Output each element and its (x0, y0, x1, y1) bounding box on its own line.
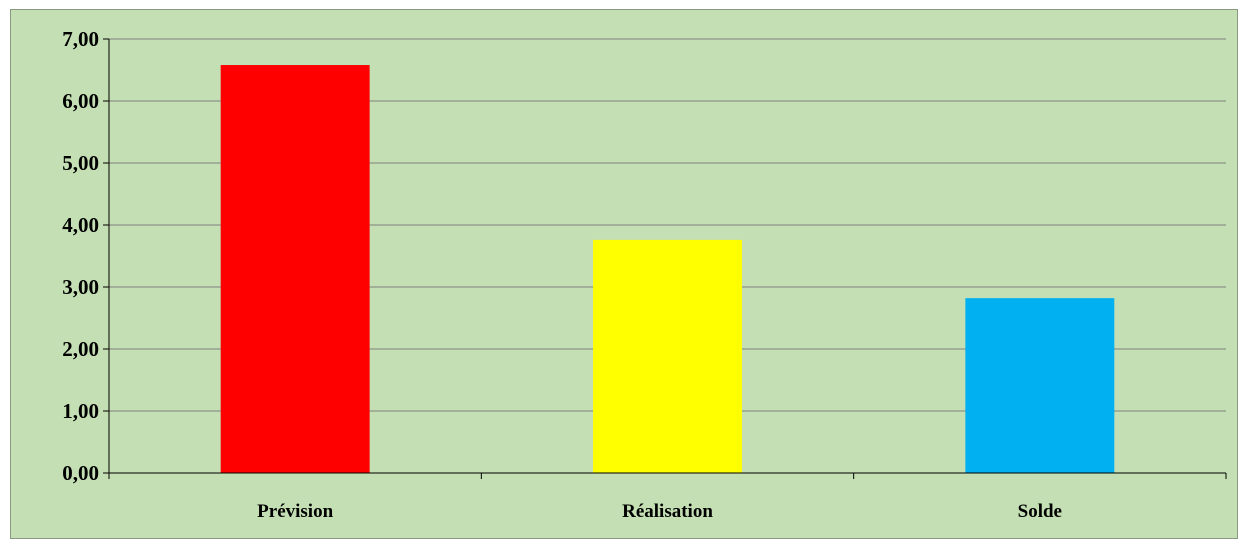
bar-2 (965, 298, 1115, 473)
bar-0 (220, 65, 370, 473)
x-category-label: Prévision (257, 501, 333, 522)
y-tick-label: 7,00 (62, 27, 99, 51)
y-tick-label: 3,00 (62, 275, 99, 299)
bar-1 (593, 239, 742, 473)
y-tick-label: 5,00 (62, 151, 99, 175)
y-tick-label: 4,00 (62, 213, 99, 237)
y-tick-label: 6,00 (62, 89, 99, 113)
x-category-label: Réalisation (622, 501, 713, 522)
axis-labels: 0,00 1,00 2,00 3,00 4,00 5,00 6,00 7,00 Prévisio… (62, 27, 1062, 522)
y-tick-label: 0,00 (62, 461, 99, 485)
y-tick-label: 2,00 (62, 337, 99, 361)
y-tick-label: 1,00 (62, 399, 99, 423)
chart-area: 0,00 1,00 2,00 3,00 4,00 5,00 6,00 7,00 Prévisio… (10, 9, 1238, 539)
bars (220, 65, 1115, 473)
axes (103, 38, 1227, 479)
bar-chart: 0,00 1,00 2,00 3,00 4,00 5,00 6,00 7,00 Prévisio… (62, 27, 1227, 522)
x-category-label: Solde (1018, 501, 1062, 522)
